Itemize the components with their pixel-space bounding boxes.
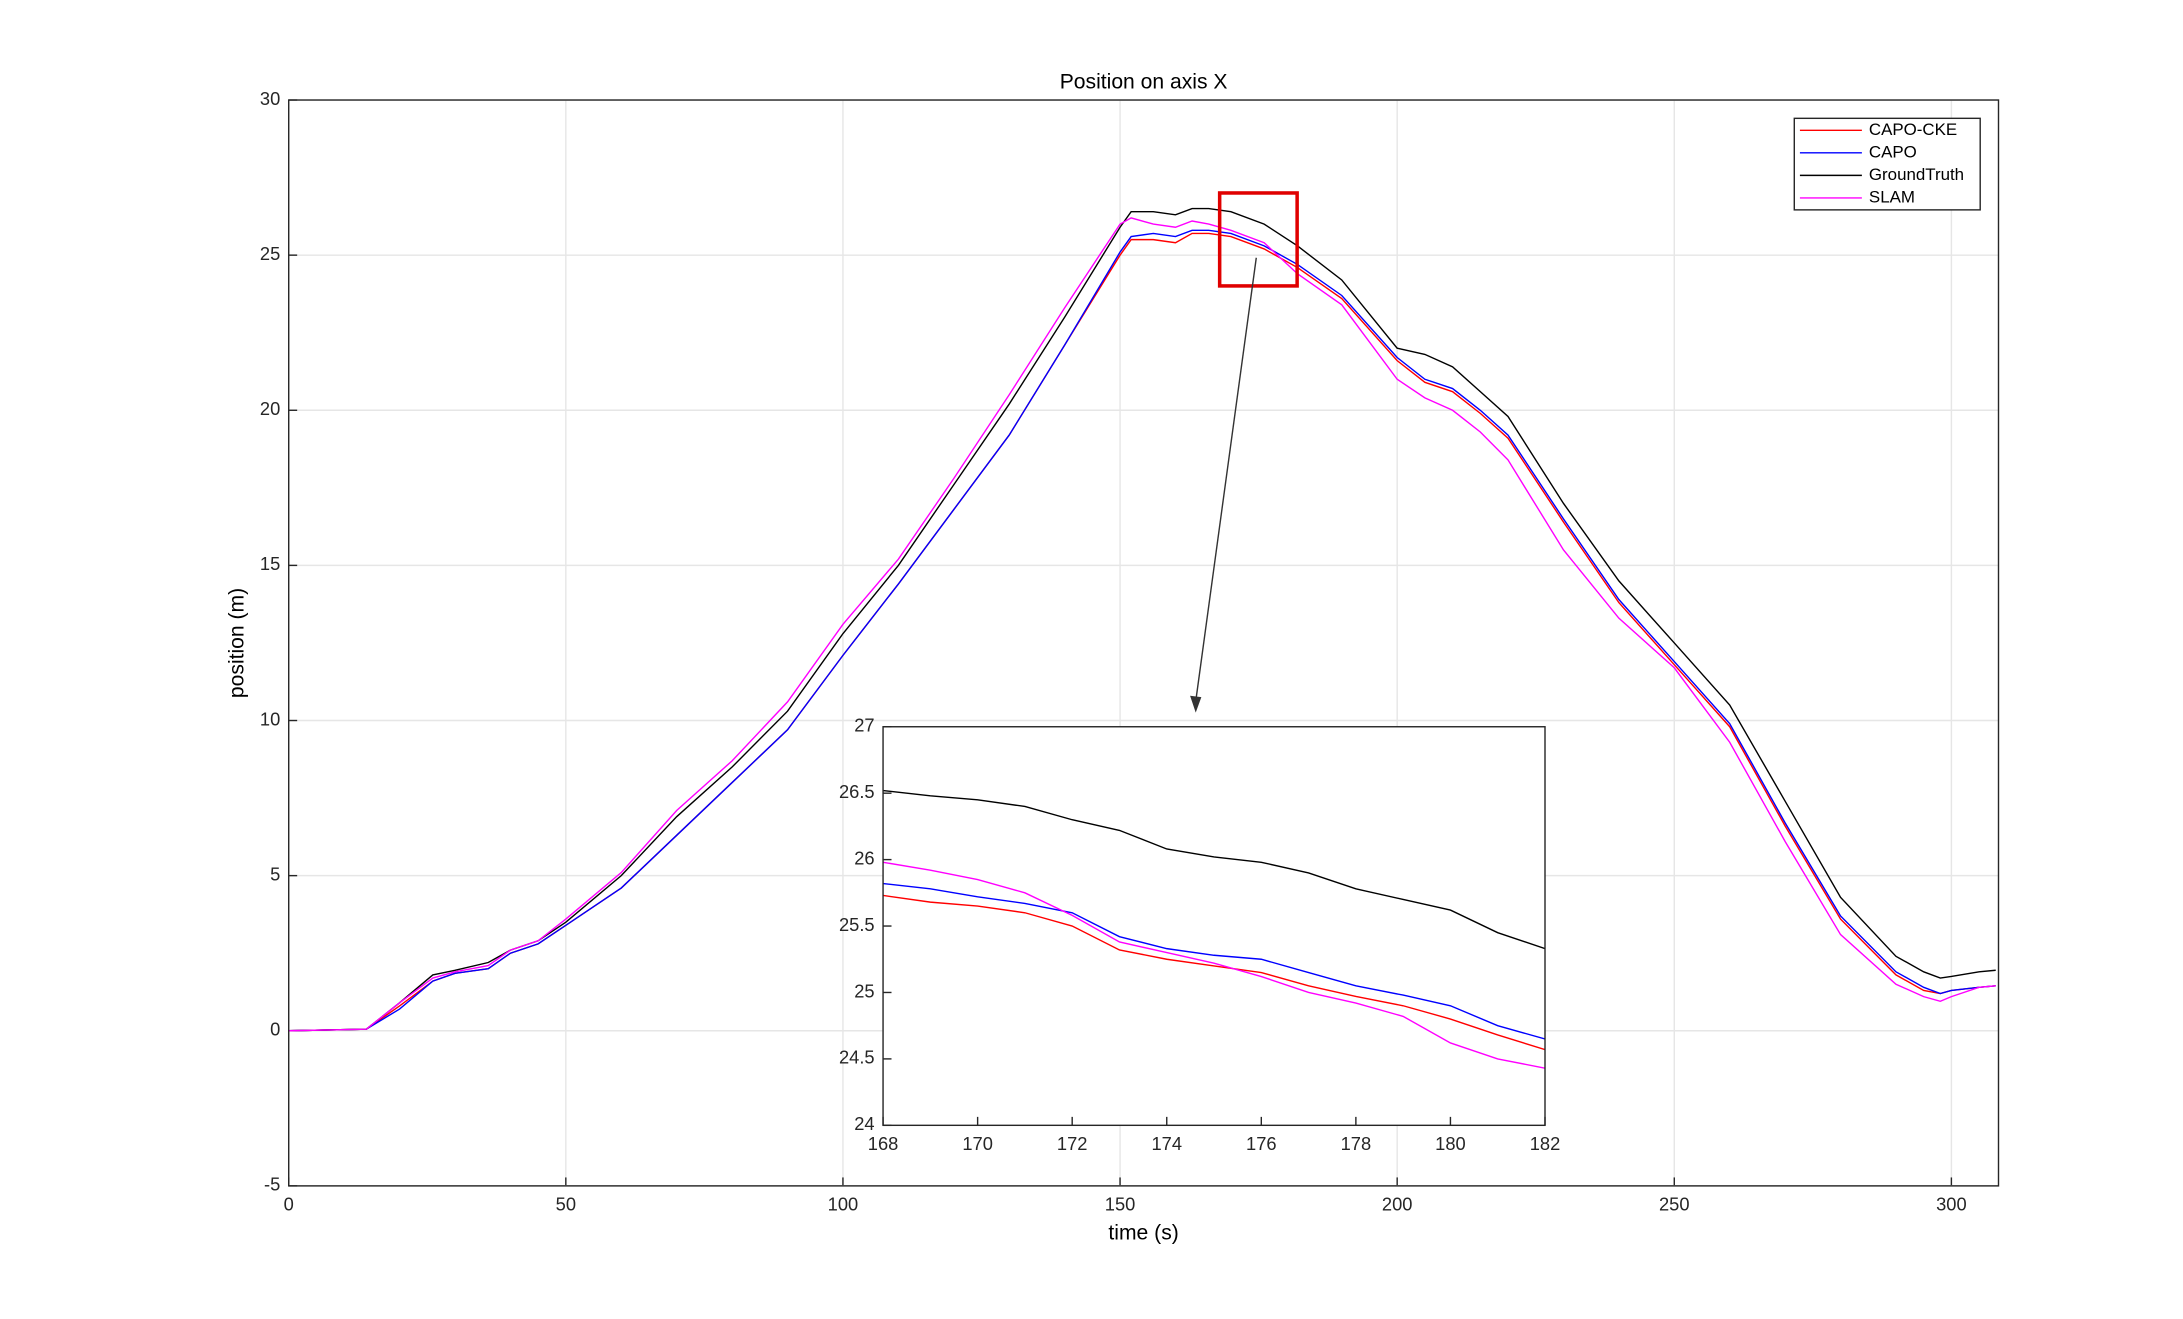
y-tick-label: 25.5 — [839, 914, 875, 935]
y-tick-label: 27 — [854, 715, 874, 736]
y-tick-label: 5 — [270, 863, 280, 884]
x-tick-label: 250 — [1659, 1193, 1690, 1214]
axes-box — [288, 99, 2000, 1187]
y-tick-label: 25 — [260, 243, 280, 264]
zoom-arrow-head — [1190, 695, 1202, 713]
inset-plot: 168 170 172 174 176 178 180 182 24 24.5 25 25.5 26 26… — [839, 715, 1560, 1154]
plot-area — [883, 726, 1546, 1126]
zoom-box — [1217, 191, 1299, 288]
series-line — [288, 217, 1996, 1032]
legend-label: GroundTruth — [1869, 165, 1964, 184]
legend-box — [1793, 117, 1981, 211]
chart-title: Position on axis X — [1060, 71, 1228, 94]
series-line — [883, 882, 1546, 1040]
x-tick-label: 200 — [1382, 1193, 1413, 1214]
series-line — [883, 861, 1546, 1069]
y-tick-label: 30 — [260, 88, 280, 109]
x-tick-label: 180 — [1435, 1133, 1466, 1154]
x-tick-label: 174 — [1151, 1133, 1182, 1154]
y-tick-label: 20 — [260, 398, 280, 419]
x-tick-label: 168 — [868, 1133, 899, 1154]
x-tick-label: 172 — [1057, 1133, 1088, 1154]
x-tick-label: 150 — [1105, 1193, 1136, 1214]
x-tick-label: 100 — [828, 1193, 859, 1214]
x-tick-label: 170 — [962, 1133, 993, 1154]
x-tick-label: 50 — [556, 1193, 576, 1214]
legend-label: CAPO-CKE — [1869, 120, 1957, 139]
x-axis-label: time (s) — [1108, 1221, 1178, 1244]
x-tick-label: 178 — [1341, 1133, 1372, 1154]
y-tick-label: 24 — [854, 1113, 874, 1134]
zoom-arrow — [1195, 257, 1257, 702]
y-tick-label: 26 — [854, 847, 874, 868]
series-line — [883, 789, 1546, 950]
y-tick-label: -5 — [264, 1174, 280, 1195]
series-line — [288, 207, 1996, 1032]
legend-label: CAPO — [1869, 142, 1917, 161]
x-tick-label: 300 — [1936, 1193, 1967, 1214]
series-line — [288, 229, 1996, 1032]
y-tick-label: 0 — [270, 1019, 280, 1040]
y-tick-label: 25 — [854, 980, 874, 1001]
x-tick-label: 182 — [1530, 1133, 1561, 1154]
y-axis-label: position (m) — [226, 588, 249, 698]
legend-label: SLAM — [1869, 187, 1915, 206]
x-tick-label: 176 — [1246, 1133, 1277, 1154]
y-tick-label: 15 — [260, 553, 280, 574]
axes-box — [882, 726, 1546, 1127]
y-tick-label: 24.5 — [839, 1047, 875, 1068]
x-tick-label: 0 — [284, 1193, 294, 1214]
y-tick-label: 10 — [260, 708, 280, 729]
y-tick-label: 26.5 — [839, 781, 875, 802]
series-line — [883, 894, 1546, 1051]
